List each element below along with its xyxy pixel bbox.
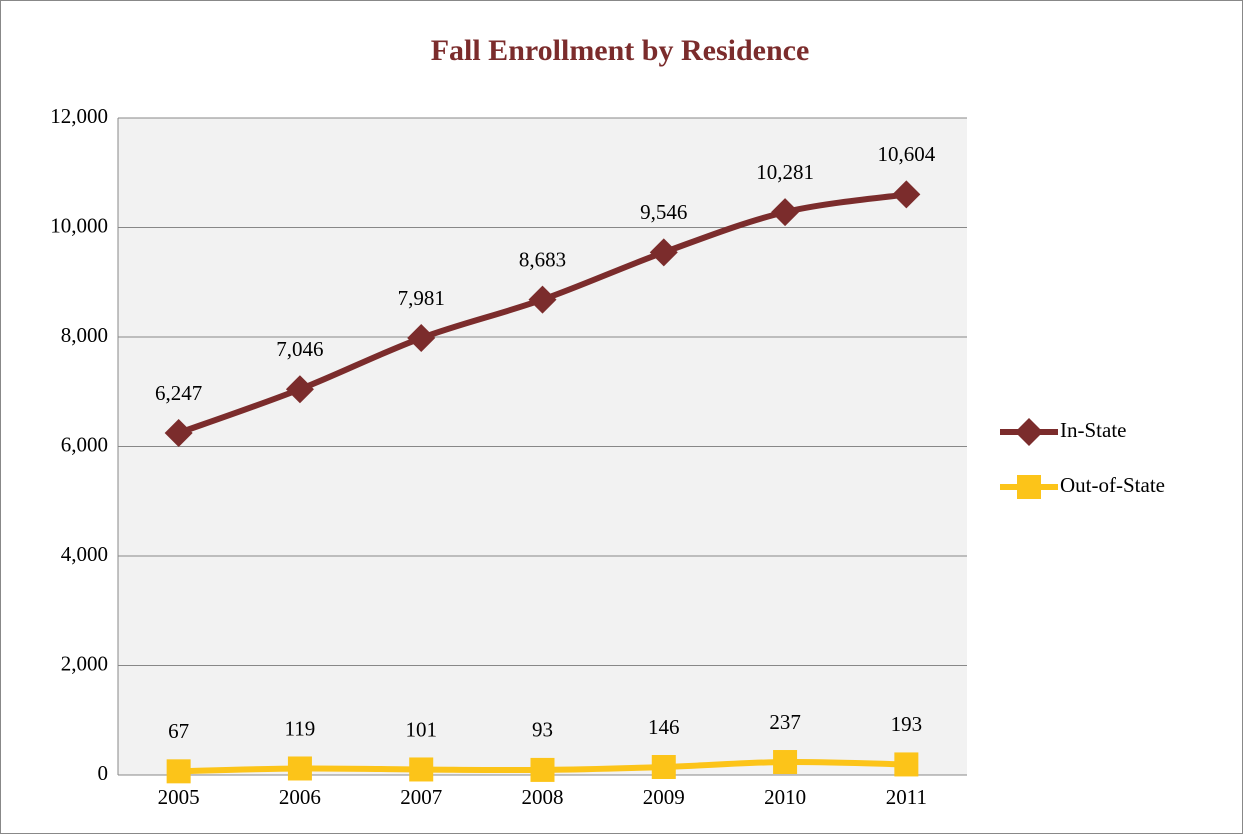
data-label: 8,683: [519, 247, 566, 271]
y-tick-label: 4,000: [61, 542, 108, 566]
data-label: 67: [168, 719, 189, 743]
data-label: 237: [769, 710, 801, 734]
marker: [649, 238, 678, 267]
marker: [651, 755, 676, 780]
marker: [166, 759, 191, 784]
x-tick-label: 2006: [279, 785, 321, 809]
data-label: 119: [285, 716, 316, 740]
marker: [287, 756, 312, 781]
y-tick-label: 2,000: [61, 651, 108, 675]
x-tick-label: 2008: [522, 785, 564, 809]
data-label: 6,247: [155, 381, 202, 405]
marker: [530, 757, 555, 782]
marker: [894, 752, 919, 777]
x-tick-label: 2010: [764, 785, 806, 809]
data-label: 9,546: [640, 200, 687, 224]
legend-label: In-State: [1060, 418, 1126, 442]
data-label: 193: [891, 712, 923, 736]
marker: [1015, 418, 1043, 446]
marker: [892, 180, 921, 209]
y-tick-label: 8,000: [61, 323, 108, 347]
marker: [285, 375, 314, 404]
data-label: 101: [405, 717, 437, 741]
x-tick-label: 2009: [643, 785, 685, 809]
legend-label: Out-of-State: [1060, 473, 1165, 497]
data-label: 10,604: [877, 142, 935, 166]
x-tick-label: 2011: [886, 785, 927, 809]
marker: [407, 324, 436, 353]
marker: [409, 757, 434, 782]
marker: [771, 198, 800, 227]
marker: [164, 418, 193, 447]
x-tick-label: 2005: [158, 785, 200, 809]
x-tick-label: 2007: [400, 785, 442, 809]
data-label: 7,046: [276, 337, 323, 361]
data-label: 146: [648, 715, 680, 739]
data-label: 7,981: [398, 286, 445, 310]
data-label: 93: [532, 718, 553, 742]
marker: [528, 285, 557, 314]
y-tick-label: 0: [98, 761, 109, 785]
data-label: 10,281: [756, 160, 814, 184]
chart-title: Fall Enrollment by Residence: [431, 34, 810, 67]
y-tick-label: 6,000: [61, 432, 108, 456]
y-tick-label: 10,000: [50, 213, 108, 237]
marker: [773, 750, 798, 775]
y-tick-label: 12,000: [50, 104, 108, 128]
marker: [1017, 475, 1041, 499]
